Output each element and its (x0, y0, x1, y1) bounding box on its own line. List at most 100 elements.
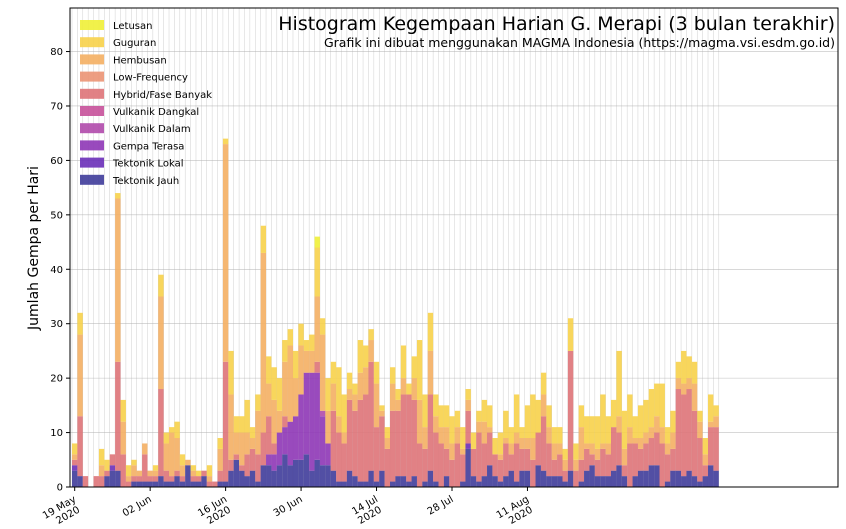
bar-segment (503, 476, 509, 487)
bar-segment (681, 394, 687, 477)
bar-segment (481, 476, 488, 487)
bar-segment (594, 416, 601, 449)
bar-segment (497, 432, 504, 455)
bar-segment (686, 389, 692, 471)
bar-segment (179, 476, 186, 482)
legend-swatch (80, 140, 104, 151)
bar-segment (443, 476, 450, 487)
bar-segment (427, 312, 434, 351)
bar-segment (621, 476, 628, 487)
bar-segment (487, 465, 493, 487)
bar-segment (352, 394, 358, 411)
bar-segment (470, 476, 477, 487)
y-tick-label: 60 (50, 156, 63, 167)
bar-segment (120, 454, 126, 487)
y-tick-label: 40 (50, 265, 63, 276)
bar-segment (476, 421, 482, 433)
bar-segment (163, 470, 170, 482)
bar-segment (319, 465, 326, 487)
bar-segment (201, 470, 207, 477)
bar-segment (233, 432, 240, 455)
bar-segment (341, 481, 347, 487)
bar-segment (120, 399, 126, 422)
bar-segment (325, 443, 331, 466)
bar-segment (346, 372, 353, 390)
bar-segment (233, 454, 240, 460)
bar-segment (535, 465, 541, 487)
bar-segment (390, 410, 396, 482)
bar-segment (136, 481, 143, 487)
bar-segment (433, 394, 439, 417)
bar-segment (557, 476, 563, 487)
bar-segment (174, 470, 180, 477)
bar-segment (578, 427, 585, 460)
bar-segment (460, 448, 466, 455)
bar-segment (169, 427, 175, 433)
bar-segment (77, 312, 83, 335)
bar-segment (702, 465, 709, 477)
bar-segment (492, 454, 498, 477)
bar-segment (637, 470, 644, 487)
bar-segment (352, 410, 358, 477)
bar-segment (600, 476, 606, 487)
bar-segment (292, 459, 299, 487)
y-tick-label: 80 (50, 47, 63, 58)
bar-segment (163, 481, 170, 487)
bar-segment (648, 427, 655, 439)
bar-segment (325, 410, 331, 444)
bar-segment (228, 394, 234, 460)
bar-segment (546, 427, 552, 444)
bar-segment (190, 465, 196, 471)
bar-segment (368, 340, 374, 362)
bar-segment (303, 350, 310, 373)
y-tick-label: 30 (50, 319, 63, 330)
bar-segment (708, 394, 714, 422)
bar-segment (298, 394, 304, 460)
bar-segment (98, 476, 105, 487)
bar-segment (513, 432, 520, 444)
bar-segment (562, 448, 568, 460)
bar-segment (519, 448, 525, 471)
bar-segment (309, 470, 315, 487)
bar-segment (589, 465, 595, 487)
bar-segment (72, 470, 78, 487)
bar-segment (201, 476, 207, 487)
bar-segment (659, 443, 665, 487)
bar-segment (675, 378, 682, 390)
legend-label: Hybrid/Fase Banyak (113, 90, 212, 101)
bar-segment (497, 481, 504, 487)
bar-segment (438, 427, 444, 444)
bar-segment (589, 454, 595, 466)
bar-segment (379, 410, 385, 417)
legend-swatch (80, 157, 104, 168)
bar-segment (125, 481, 132, 487)
bar-segment (147, 476, 153, 482)
bar-segment (449, 443, 455, 460)
bar-segment (632, 476, 638, 487)
bar-segment (697, 410, 703, 422)
bar-segment (675, 389, 682, 471)
bar-segment (77, 416, 83, 477)
bar-segment (325, 465, 331, 487)
bar-segment (357, 481, 364, 487)
bar-segment (363, 367, 369, 395)
bar-segment (104, 476, 110, 487)
bar-segment (217, 470, 223, 482)
bar-segment (637, 448, 644, 471)
bar-segment (681, 383, 687, 395)
bar-segment (406, 383, 412, 395)
bar-segment (325, 378, 331, 411)
bar-segment (244, 454, 250, 477)
legend-swatch (80, 37, 104, 48)
bar-segment (147, 470, 153, 477)
bar-segment (513, 481, 520, 487)
bar-segment (217, 448, 223, 471)
bar-segment (142, 443, 148, 455)
bar-segment (546, 405, 552, 428)
bar-segment (228, 459, 234, 471)
bar-segment (465, 389, 471, 400)
bar-segment (158, 296, 164, 390)
bar-segment (142, 454, 148, 482)
bar-segment (551, 427, 558, 444)
y-axis-label: Jumlah Gempa per Hari (26, 166, 42, 331)
